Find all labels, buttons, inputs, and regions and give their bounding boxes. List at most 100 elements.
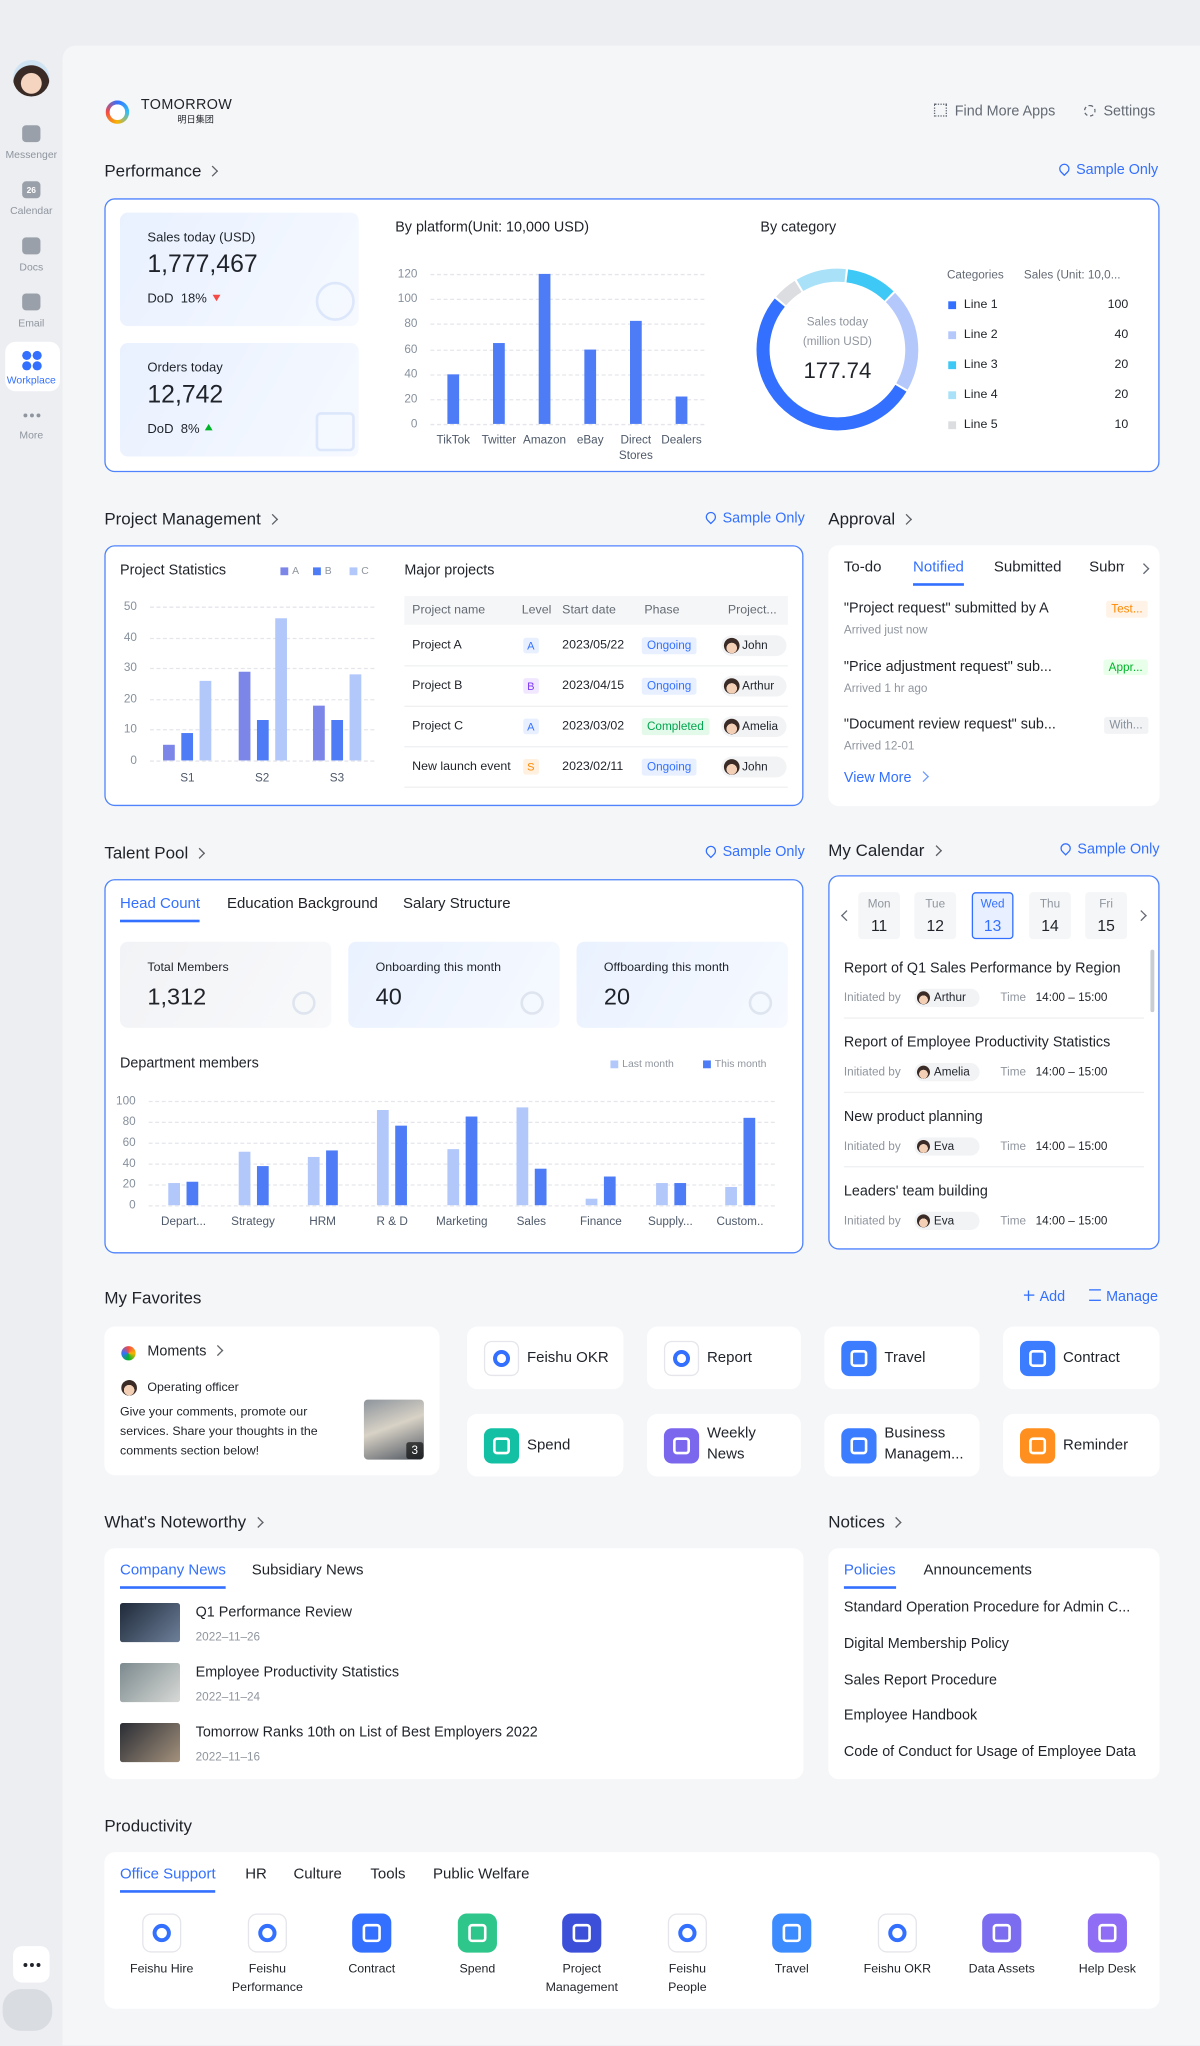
section-title[interactable]: Performance xyxy=(104,161,217,181)
action-link[interactable]: Manage xyxy=(1089,1289,1158,1306)
sample-only-badge[interactable]: Sample Only xyxy=(1059,162,1158,179)
stat-value: 40 xyxy=(375,983,402,1010)
section-title[interactable]: What's Noteworthy xyxy=(104,1512,261,1532)
nav-label[interactable]: Calendar xyxy=(10,205,53,217)
tab[interactable]: To-do xyxy=(843,559,882,576)
sample-only-badge[interactable]: Sample Only xyxy=(706,511,805,528)
tab[interactable]: HR xyxy=(245,1866,267,1883)
section-title[interactable]: Project Management xyxy=(104,509,276,529)
bar xyxy=(256,720,269,761)
header-link[interactable]: Settings xyxy=(1084,104,1155,121)
legend-swatch xyxy=(948,361,957,370)
nav-label[interactable]: Docs xyxy=(19,261,44,273)
tab[interactable]: Subm xyxy=(1089,559,1129,576)
app-glyph xyxy=(1098,1923,1117,1943)
event-title[interactable]: Report of Q1 Sales Performance by Region xyxy=(843,960,1121,977)
notice-item[interactable]: Standard Operation Procedure for Admin C… xyxy=(843,1599,1131,1616)
section-title[interactable]: Talent Pool xyxy=(104,843,204,863)
nav-label[interactable]: Messenger xyxy=(5,148,58,161)
event-title[interactable]: Report of Employee Productivity Statisti… xyxy=(843,1034,1111,1051)
x-tick-label: R & D xyxy=(376,1214,408,1228)
bar xyxy=(331,720,343,761)
app-icon[interactable] xyxy=(352,1913,392,1953)
approval-title[interactable]: "Document review request" sub... xyxy=(843,716,1056,733)
header-link[interactable]: Find More Apps xyxy=(934,104,1055,121)
legend-swatch xyxy=(948,421,957,430)
tab[interactable]: Culture xyxy=(293,1866,342,1883)
app-glyph xyxy=(362,1923,381,1943)
sample-only-badge[interactable]: Sample Only xyxy=(706,844,805,861)
row-divider xyxy=(404,665,788,667)
initiator-name: Arthur xyxy=(933,990,966,1004)
approval-title[interactable]: "Price adjustment request" sub... xyxy=(843,658,1052,675)
donut-center-label: (million USD) xyxy=(802,334,872,348)
app-icon[interactable] xyxy=(982,1913,1022,1953)
donut-segment xyxy=(846,269,894,301)
nav-label[interactable]: Email xyxy=(18,317,45,329)
tab[interactable]: Salary Structure xyxy=(403,896,511,912)
stat-value: 1,312 xyxy=(147,983,207,1010)
notice-item[interactable]: Sales Report Procedure xyxy=(843,1672,998,1688)
app-icon[interactable] xyxy=(562,1913,602,1953)
sample-only-badge[interactable]: Sample Only xyxy=(1060,842,1159,859)
day-cell[interactable] xyxy=(971,892,1014,940)
app-icon[interactable] xyxy=(457,1913,497,1953)
tab[interactable]: Announcements xyxy=(923,1562,1032,1579)
tab[interactable]: Office Support xyxy=(120,1867,217,1893)
tab[interactable]: Company News xyxy=(120,1563,227,1589)
app-icon[interactable] xyxy=(772,1913,812,1953)
nav-label[interactable]: More xyxy=(19,429,44,442)
legend-label: B xyxy=(324,565,332,577)
table-header: Start date xyxy=(562,603,616,618)
day-cell[interactable] xyxy=(858,892,901,940)
app-icon[interactable] xyxy=(1087,1913,1127,1953)
table-header: Phase xyxy=(644,603,680,618)
day-cell[interactable] xyxy=(1085,892,1127,940)
tab[interactable]: Public Welfare xyxy=(433,1866,530,1883)
event-title[interactable]: New product planning xyxy=(843,1109,983,1125)
tab[interactable]: Policies xyxy=(843,1563,896,1589)
nav-label[interactable]: Workplace xyxy=(6,374,56,387)
stat-card xyxy=(348,941,560,1028)
section-title[interactable]: Approval xyxy=(828,509,911,529)
moments-title[interactable]: Moments xyxy=(147,1344,222,1361)
donut-chart xyxy=(756,268,919,431)
tab[interactable]: Tools xyxy=(370,1866,406,1883)
cell: 2023/02/11 xyxy=(562,759,624,774)
app-label: Feishu Hire xyxy=(130,1962,194,1977)
approval-title[interactable]: "Project request" submitted by A xyxy=(843,600,1049,617)
app-label: Weekly xyxy=(706,1425,756,1442)
app-label: Project xyxy=(562,1962,602,1977)
news-title[interactable]: Employee Productivity Statistics xyxy=(195,1664,399,1681)
initiator-avatar xyxy=(916,1140,931,1154)
x-tick-label: Supply... xyxy=(648,1214,693,1228)
day-cell[interactable] xyxy=(914,892,957,940)
nav-icon xyxy=(22,237,41,255)
stat-card xyxy=(120,941,332,1028)
author-avatar xyxy=(121,1380,137,1396)
notice-item[interactable]: Digital Membership Policy xyxy=(843,1635,1009,1652)
chart-title: By category xyxy=(760,219,837,236)
card xyxy=(828,545,1160,807)
legend-swatch xyxy=(703,1060,711,1069)
level-badge: A xyxy=(523,637,539,654)
section-title[interactable]: My Calendar xyxy=(828,840,940,860)
event-title[interactable]: Leaders' team building xyxy=(843,1183,988,1200)
tab[interactable]: Subsidiary News xyxy=(251,1562,364,1579)
tab[interactable]: Submitted xyxy=(993,559,1062,576)
view-more[interactable]: View More xyxy=(844,770,927,787)
action-link[interactable]: Add xyxy=(1024,1289,1066,1306)
tab[interactable]: Head Count xyxy=(120,896,201,922)
news-title[interactable]: Tomorrow Ranks 10th on List of Best Empl… xyxy=(195,1724,538,1741)
legend-label: This month xyxy=(714,1058,767,1070)
section-title[interactable]: Notices xyxy=(828,1512,900,1532)
day-cell[interactable] xyxy=(1029,892,1071,940)
news-title[interactable]: Q1 Performance Review xyxy=(195,1604,352,1621)
tab[interactable]: Notified xyxy=(913,560,964,586)
grid-line xyxy=(148,1205,775,1207)
legend-value: 10 xyxy=(1114,417,1129,433)
notice-item[interactable]: Code of Conduct for Usage of Employee Da… xyxy=(843,1744,1136,1761)
tab[interactable]: Education Background xyxy=(226,896,378,912)
dot xyxy=(30,1963,34,1967)
notice-item[interactable]: Employee Handbook xyxy=(843,1708,978,1725)
